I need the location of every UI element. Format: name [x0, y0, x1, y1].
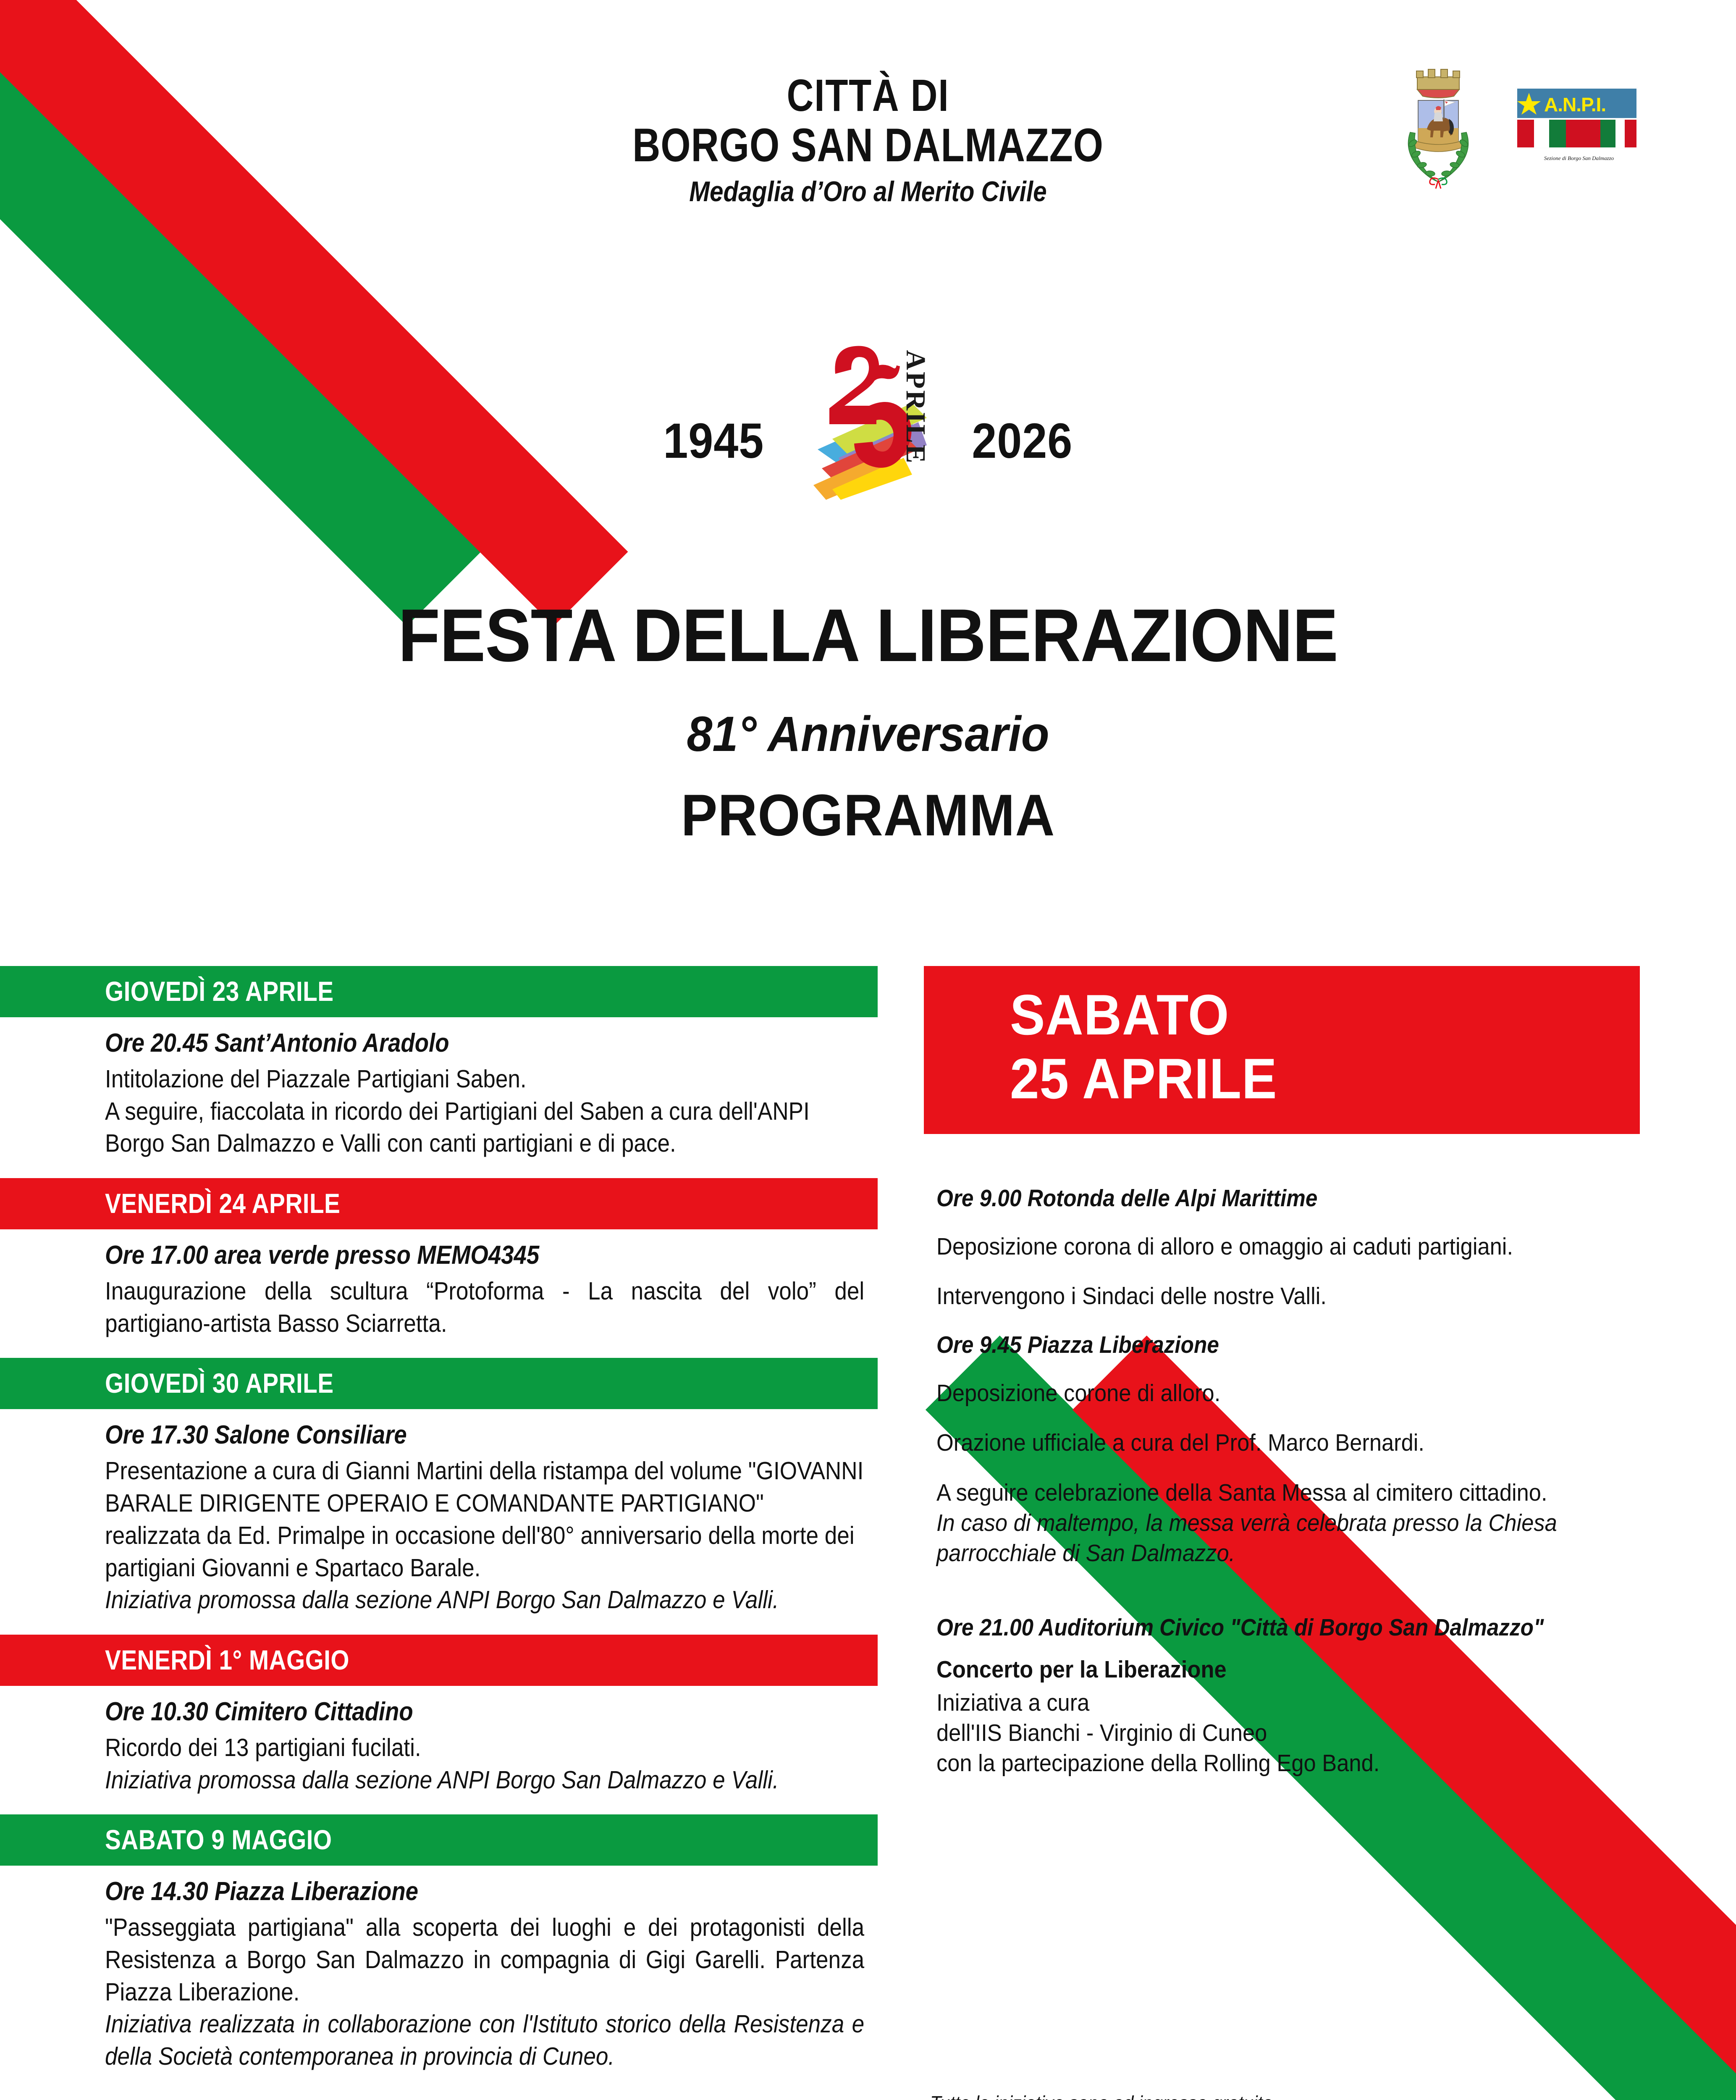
note-line: Tutte le iniziative sono ad ingresso gra…: [930, 2090, 1459, 2100]
event-text: A seguire celebrazione della Santa Messa…: [936, 1479, 1547, 1506]
programme-heading: PROGRAMMA: [681, 782, 1055, 848]
programme-right-column: SABATO 25 APRILE Ore 9.00 Rotonda delle …: [920, 966, 1663, 1798]
event-heading-9-45: Ore 9.45 Piazza Liberazione: [936, 1331, 1219, 1358]
day-bar-venerdi-1-maggio: VENERDÌ 1° MAGGIO: [0, 1634, 878, 1686]
day-bar-label: GIOVEDÌ 23 APRILE: [105, 976, 334, 1007]
event-heading: Ore 10.30 Cimitero Cittadino: [105, 1697, 413, 1726]
day-box-line2: 25 APRILE: [1010, 1047, 1277, 1111]
anpi-logo: A.N.P.I. Sezione di Borgo San Dalmazzo: [1514, 86, 1644, 162]
page-title: FESTA DELLA LIBERAZIONE: [398, 593, 1338, 677]
event-text: Ricordo dei 13 partigiani fucilati. Iniz…: [105, 1732, 864, 1796]
anpi-section-caption: Sezione di Borgo San Dalmazzo: [1544, 155, 1614, 161]
city-name-line1: CITTÀ DI: [787, 70, 949, 121]
section-body-venerdi-24-aprile: Ore 17.00 area verde presso MEMO4345 Ina…: [0, 1229, 878, 1344]
event-text: Orazione ufficiale a cura del Prof. Marc…: [936, 1429, 1425, 1457]
city-name-line2: BORGO SAN DALMAZZO: [632, 119, 1104, 172]
event-line-italic: Iniziativa promossa dalla sezione ANPI B…: [105, 1586, 779, 1614]
event-line: Inaugurazione della scultura “Protoforma…: [105, 1277, 865, 1337]
svg-text:A.N.P.I.: A.N.P.I.: [1544, 94, 1606, 116]
event-line: "Passeggiata partigiana" alla scoperta d…: [105, 1914, 865, 2006]
event-text: Deposizione corone di alloro.: [936, 1379, 1221, 1407]
event-line: Ricordo dei 13 partigiani fucilati.: [105, 1733, 421, 1761]
concert-subheading: Concerto per la Liberazione: [936, 1656, 1227, 1683]
year-from: 1945: [663, 413, 764, 469]
notes-block: Tutte le iniziative sono ad ingresso gra…: [930, 2090, 1459, 2100]
event-line-italic: Iniziativa realizzata in collaborazione …: [105, 2010, 865, 2070]
event-heading: Ore 20.45 Sant’Antonio Aradolo: [105, 1029, 449, 1058]
event-line: A seguire, fiaccolata in ricordo dei Par…: [105, 1097, 810, 1158]
event-text: Deposizione corona di alloro e omaggio a…: [936, 1233, 1513, 1260]
section-body-venerdi-1-maggio: Ore 10.30 Cimitero Cittadino Ricordo dei…: [0, 1686, 878, 1800]
event-text: Intervengono i Sindaci delle nostre Vall…: [936, 1283, 1327, 1310]
anniversary-logo-row: 1945 APRILE: [0, 346, 1736, 529]
event-heading: Ore 17.30 Salone Consiliare: [105, 1420, 407, 1450]
event-text: "Passeggiata partigiana" alla scoperta d…: [105, 1911, 864, 2072]
svg-text:APRILE: APRILE: [900, 350, 931, 465]
event-text: con la partecipazione della Rolling Ego …: [936, 1750, 1380, 1777]
day-bar-sabato-9-maggio: SABATO 9 MAGGIO: [0, 1814, 878, 1866]
event-line: Intitolazione del Piazzale Partigiani Sa…: [105, 1065, 527, 1093]
event-text: Intitolazione del Piazzale Partigiani Sa…: [105, 1063, 864, 1160]
event-text: dell'IIS Bianchi - Virginio di Cuneo: [936, 1719, 1267, 1746]
year-to: 2026: [972, 413, 1073, 469]
day-bar-label: VENERDÌ 24 APRILE: [105, 1188, 341, 1219]
event-text: Inaugurazione della scultura “Protoforma…: [105, 1275, 864, 1339]
section-body-sabato-9-maggio: Ore 14.30 Piazza Liberazione "Passeggiat…: [0, 1866, 878, 2076]
event-heading-9-00: Ore 9.00 Rotonda delle Alpi Marittime: [936, 1185, 1318, 1212]
spacer: [936, 1588, 1642, 1612]
day-bar-label: VENERDÌ 1° MAGGIO: [105, 1644, 349, 1675]
event-heading: Ore 14.30 Piazza Liberazione: [105, 1877, 418, 1906]
right-column-body: Ore 9.00 Rotonda delle Alpi Marittime De…: [920, 1134, 1663, 1779]
day-bar-giovedi-30-aprile: GIOVEDÌ 30 APRILE: [0, 1358, 878, 1410]
day-box-line1: SABATO: [1010, 983, 1230, 1047]
day-bar-label: GIOVEDÌ 30 APRILE: [105, 1368, 334, 1399]
day-bar-label: SABATO 9 MAGGIO: [105, 1824, 332, 1856]
day-box-sabato-25-aprile: SABATO 25 APRILE: [924, 966, 1640, 1134]
municipal-crest-icon: [1394, 65, 1482, 191]
event-heading: Ore 17.00 area verde presso MEMO4345: [105, 1241, 540, 1270]
twentyfive-april-logo-icon: APRILE: [792, 323, 944, 500]
event-text: Presentazione a cura di Gianni Martini d…: [105, 1455, 864, 1616]
event-text: Iniziativa a cura: [936, 1689, 1090, 1716]
event-line: Presentazione a cura di Gianni Martini d…: [105, 1457, 864, 1582]
header-block: CITTÀ DI BORGO SAN DALMAZZO Medaglia d’O…: [0, 71, 1736, 212]
event-heading-21-00: Ore 21.00 Auditorium Civico "Città di Bo…: [936, 1614, 1544, 1641]
day-bar-venerdi-24-aprile: VENERDÌ 24 APRILE: [0, 1178, 878, 1230]
day-bar-giovedi-23-aprile: GIOVEDÌ 23 APRILE: [0, 966, 878, 1017]
anniversary-subtitle: 81° Anniversario: [687, 706, 1049, 762]
section-body-giovedi-23-aprile: Ore 20.45 Sant’Antonio Aradolo Intitolaz…: [0, 1017, 878, 1164]
section-body-giovedi-30-aprile: Ore 17.30 Salone Consiliare Presentazion…: [0, 1409, 878, 1620]
star-icon: [1517, 93, 1541, 115]
event-text-italic: In caso di maltempo, la messa verrà cele…: [936, 1509, 1557, 1567]
city-honour-subtitle: Medaglia d’Oro al Merito Civile: [689, 175, 1047, 207]
event-line-italic: Iniziativa promossa dalla sezione ANPI B…: [105, 1766, 779, 1794]
programme-left-column: GIOVEDÌ 23 APRILE Ore 20.45 Sant’Antonio…: [0, 966, 878, 2077]
